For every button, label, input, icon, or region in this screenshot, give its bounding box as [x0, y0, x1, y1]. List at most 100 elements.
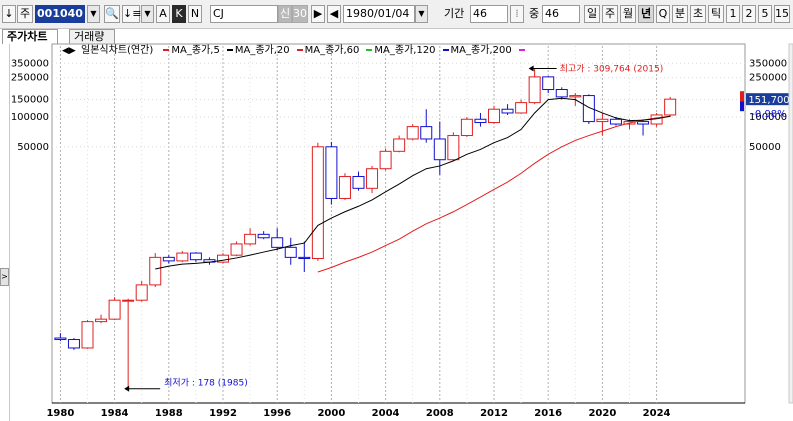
interval-button-11[interactable]: 15: [774, 5, 790, 23]
legend: ◀▶ 일본식차트(연간) MA_종가,5 MA_종가,20 MA_종가,60 MA_종…: [62, 44, 529, 57]
legend-item-1: MA_종가,20: [234, 45, 290, 56]
stock-type-button[interactable]: 주: [17, 5, 33, 23]
candle-body: [433, 138, 446, 161]
legend-item-4: MA_종가,200: [450, 45, 512, 56]
scroll-arrows-icon[interactable]: ◀▶: [62, 46, 76, 56]
x-tick-label: 2000: [317, 408, 345, 419]
interval-button-1[interactable]: 주: [602, 5, 618, 23]
interval-button-2[interactable]: 월: [620, 5, 636, 23]
candle-body: [609, 118, 622, 125]
candle-body: [596, 118, 609, 123]
high-arrow-head: [528, 65, 534, 72]
x-tick-label: 2012: [480, 408, 508, 419]
candle-body: [149, 256, 162, 286]
candle-body: [325, 146, 338, 199]
interval-button-6[interactable]: 초: [690, 5, 706, 23]
candle-body: [664, 98, 677, 116]
candle-body: [460, 118, 473, 137]
candle-body: [488, 108, 500, 124]
current-price-box: [746, 93, 792, 106]
candle-body: [515, 102, 528, 114]
spin-icon[interactable]: ⁞: [510, 5, 524, 23]
candle-body: [637, 121, 650, 125]
interval-button-8[interactable]: 1: [726, 5, 740, 23]
interval-button-3[interactable]: 년: [638, 5, 654, 23]
y-tick-label-right: 350000: [749, 58, 787, 69]
candle-body: [54, 337, 67, 341]
interval-button-4[interactable]: Q: [656, 5, 670, 23]
candle-body: [67, 339, 80, 349]
x-tick-label: 2020: [588, 408, 616, 419]
candle-body: [135, 284, 148, 301]
mode-k-button[interactable]: K: [172, 5, 186, 23]
x-tick-label: 1992: [209, 408, 237, 419]
sort-dropdown-button[interactable]: ▼: [141, 5, 154, 23]
x-tick-label: 1996: [263, 408, 291, 419]
mode-a-button[interactable]: A: [156, 5, 170, 23]
y-tick-label-right: 100000: [749, 112, 787, 123]
mode-n-button[interactable]: N: [188, 5, 202, 23]
candle-body: [447, 135, 460, 161]
high-annotation: 최고가 : 309,764 (2015): [560, 64, 664, 75]
y-tick-label-left: 350000: [11, 58, 49, 69]
search-icon[interactable]: 🔍: [104, 5, 120, 23]
code-dropdown-button[interactable]: ▼: [87, 5, 100, 23]
price-marker-down: [740, 101, 744, 112]
x-tick-label: 2016: [534, 408, 562, 419]
legend-swatch-3: [366, 49, 373, 51]
interval-button-9[interactable]: 2: [742, 5, 756, 23]
candle-body: [162, 256, 175, 262]
candle-body: [108, 299, 121, 320]
left-sidebar: >: [0, 44, 10, 421]
legend-title: 일본식차트(연간): [81, 45, 154, 56]
flag-badge-2: 30: [292, 5, 308, 23]
candle-body: [352, 176, 365, 189]
candle-body: [298, 256, 311, 260]
interval-button-7[interactable]: 틱: [708, 5, 724, 23]
candle-body: [338, 176, 351, 199]
stock-name-field[interactable]: CJ: [210, 5, 278, 23]
x-tick-label: 2024: [643, 408, 671, 419]
legend-swatch-2: [296, 49, 303, 51]
legend-item-0: MA_종가,5: [171, 45, 220, 56]
candle-body: [393, 138, 406, 152]
candle-body: [555, 89, 568, 98]
expand-icon[interactable]: >: [0, 268, 9, 286]
y-tick-label-left: 250000: [11, 73, 49, 84]
count-input[interactable]: 46: [542, 5, 580, 23]
candle-body: [569, 95, 582, 98]
low-arrow-head: [124, 385, 130, 392]
tab-price-chart[interactable]: 주가차트: [2, 29, 58, 44]
candle-body: [244, 233, 257, 245]
play-icon[interactable]: ▶: [311, 5, 325, 23]
candle-body: [95, 318, 108, 323]
x-tick-label: 1984: [101, 408, 129, 419]
legend-item-3: MA_종가,120: [374, 45, 436, 56]
prev-icon[interactable]: ◀: [327, 5, 341, 23]
legend-end-marker: [518, 49, 525, 51]
x-tick-label: 2008: [426, 408, 454, 419]
interval-button-5[interactable]: 분: [672, 5, 688, 23]
plot-area: [51, 43, 746, 404]
stock-code-input[interactable]: 001040: [35, 5, 85, 23]
candle-body: [474, 118, 487, 124]
x-tick-label: 1980: [46, 408, 74, 419]
low-annotation: 최저가 : 178 (1985): [164, 378, 248, 389]
period-input[interactable]: 46: [470, 5, 508, 23]
candle-body: [582, 95, 595, 123]
candle-body: [271, 237, 284, 248]
y-tick-label-right: 250000: [749, 73, 787, 84]
interval-button-0[interactable]: 일: [584, 5, 600, 23]
tab-volume[interactable]: 거래량: [69, 29, 115, 44]
x-tick-label: 1988: [155, 408, 183, 419]
x-tick-label: 2004: [372, 408, 400, 419]
sort-icon[interactable]: ↓≡: [122, 5, 141, 23]
down-arrow-button[interactable]: ↓: [2, 5, 16, 23]
date-field[interactable]: 1980/01/04: [343, 5, 415, 23]
candle-body: [379, 150, 392, 170]
date-dropdown-button[interactable]: ▼: [415, 5, 428, 23]
candle-body: [257, 233, 270, 239]
interval-button-10[interactable]: 5: [758, 5, 772, 23]
candle-body: [528, 76, 541, 104]
